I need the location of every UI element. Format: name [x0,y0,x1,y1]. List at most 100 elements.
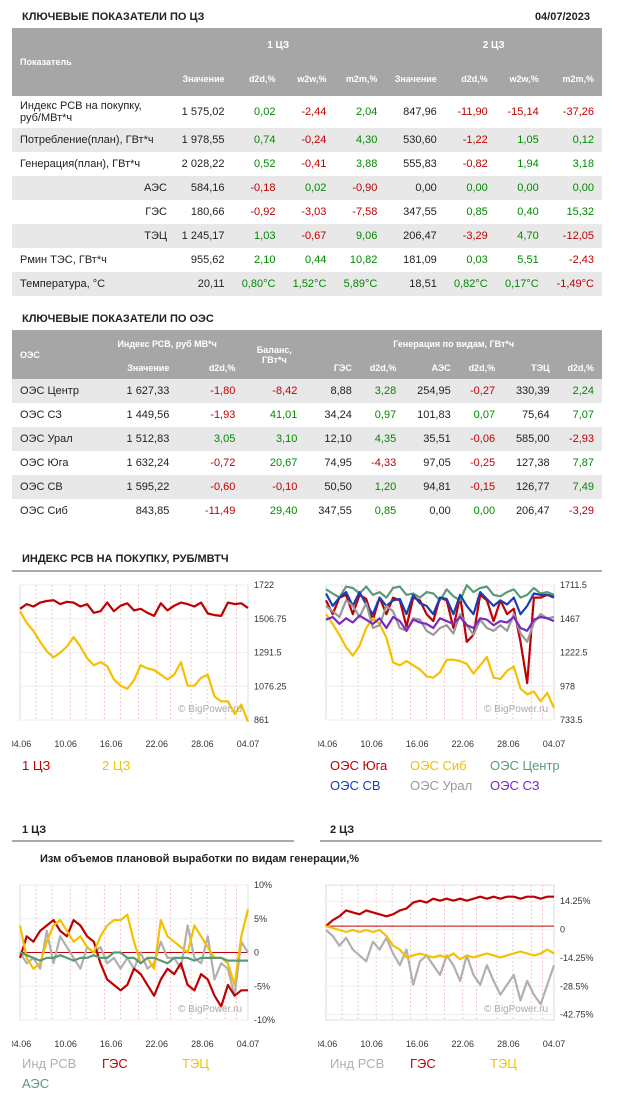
kp-oes-table: ОЭС Индекс РСВ, руб МВ*ч Баланс, ГВт*ч Г… [12,331,602,523]
chart-index-cz: 1722 1506.75 1291.5 1076.25 861 04.06 10.06 16.… [12,580,287,749]
row-label: Потребление(план), ГВт*ч [12,128,171,152]
series-line-5 [325,614,555,632]
table-cell: -0,60 [177,475,244,499]
table-cell: 0,00 [385,176,445,200]
table-cell: 50,50 [305,475,360,499]
y-tick-label: 861 [254,715,269,725]
table-cell: -0,06 [458,427,504,451]
table-cell: 0,07 [458,403,504,427]
table-row: Индекс РСВ на покупку, руб/МВт*ч 1 575,02… [12,96,602,128]
table-cell: 0,52 [232,152,284,176]
legend-index-oes: ОЭС Юга ОЭС Сиб ОЭС Центр ОЭС СВ ОЭС Урал ОЭС… [330,758,600,818]
col-header: d2d,% [458,357,504,379]
col-header: w2w,% [495,62,547,96]
x-tick-label: 16.06 [406,739,429,749]
y-tick-label: -10% [254,1015,275,1025]
table-cell: 0,97 [359,403,405,427]
legend-item: 1 ЦЗ [22,758,51,773]
table-cell: 15,32 [546,200,602,224]
table-cell: 3,05 [177,427,244,451]
table-cell: 4,35 [359,427,405,451]
table-cell: 4,70 [495,224,547,248]
table-cell: 347,55 [385,200,445,224]
group-2cz: 2 ЦЗ [385,28,602,62]
x-tick-label: 04.07 [237,1039,260,1049]
table-cell: 1,05 [495,128,547,152]
table-row: Температура, °C 20,11 0,80°C 1,52°C 5,89°C 18… [12,272,602,296]
table-cell: 35,51 [404,427,459,451]
group-balance: Баланс, ГВт*ч [243,331,306,379]
table-cell: 126,77 [503,475,558,499]
x-tick-label: 04.07 [237,739,260,749]
y-tick-label: 0 [560,925,565,935]
table-cell: 12,10 [305,427,360,451]
table-cell: 0,82°C [444,272,496,296]
table-cell: 0,00 [444,176,496,200]
y-tick-label: 5% [254,914,267,924]
table-cell: 3,88 [334,152,386,176]
section-2cz-title: 2 ЦЗ [330,824,355,836]
x-tick-label: 22.06 [452,739,475,749]
series-line-1 [325,613,556,709]
table-cell: 0,17°C [495,272,547,296]
group-generation: Генерация по видам, ГВт*ч [305,331,602,357]
y-tick-label: 733.5 [560,715,583,725]
table-cell: 2,10 [232,248,284,272]
table-cell: -11,90 [444,96,496,128]
x-tick-label: 28.06 [497,1039,520,1049]
table-cell: 254,95 [404,379,459,403]
table-cell: 20,67 [243,451,306,475]
table-cell: 18,51 [385,272,445,296]
table-cell: 0,00 [458,499,504,523]
table-cell: 206,47 [385,224,445,248]
table-row: ОЭС Урал 1 512,83 3,05 3,10 12,10 4,35 35,51 -0… [12,427,602,451]
col-header: Значение [91,357,178,379]
table-cell: 0,85 [444,200,496,224]
table-cell: 3,18 [546,152,602,176]
legend-item: ГЭС [410,1056,436,1071]
plan-title: Изм объемов плановой выработки по видам … [40,853,360,865]
table-cell: 0,00 [404,499,459,523]
table-cell: 843,85 [91,499,178,523]
table-cell: 75,64 [503,403,558,427]
table-cell: 7,07 [557,403,602,427]
table-cell: -7,58 [334,200,386,224]
table-row: Генерация(план), ГВт*ч 2 028,22 0,52 -0,41 3… [12,152,602,176]
series-line-2 [18,909,250,987]
table-cell: 180,66 [171,200,233,224]
y-tick-label: 1076.25 [254,681,287,691]
row-label: ОЭС Сиб [12,499,91,523]
row-label: ОЭС Центр [12,379,91,403]
table-cell: 530,60 [385,128,445,152]
table-cell: 7,87 [557,451,602,475]
row-label: ОЭС СЗ [12,403,91,427]
row-label: ОЭС Юга [12,451,91,475]
table-cell: 1 627,33 [91,379,178,403]
table-cell: -3,29 [444,224,496,248]
x-tick-label: 16.06 [406,1039,429,1049]
y-tick-label: -14.25% [560,953,594,963]
series-line-1 [19,610,250,723]
y-tick-label: -28.5% [560,981,589,991]
table-row: Потребление(план), ГВт*ч 1 978,55 0,74 -0,2… [12,128,602,152]
table-row: ГЭС 180,66 -0,92 -3,03 -7,58 347,55 0,85 0,40 15… [12,200,602,224]
table-cell: 0,74 [232,128,284,152]
series-line-0 [19,599,249,618]
table-cell: -8,42 [243,379,306,403]
table-cell: 10,82 [334,248,386,272]
table-cell: 181,09 [385,248,445,272]
x-tick-label: 28.06 [191,739,214,749]
table-cell: 94,81 [404,475,459,499]
watermark: © BigPower.ru [178,1004,242,1015]
series-line-1 [18,918,248,1008]
kp-cz-table: Показатель 1 ЦЗ 2 ЦЗ Значение d2d,% w2w,% m… [12,28,602,296]
table-cell: 5,51 [495,248,547,272]
section-2cz-header: 2 ЦЗ [320,820,602,842]
table-cell: 1 245,17 [171,224,233,248]
col-header: Значение [171,62,233,96]
index-section-header: ИНДЕКС РСВ НА ПОКУПКУ, РУБ/МВТЧ [12,548,602,572]
table-cell: -1,93 [177,403,244,427]
x-tick-label: 04.06 [318,1039,337,1049]
table-cell: -4,33 [359,451,405,475]
col-header: d2d,% [359,357,405,379]
